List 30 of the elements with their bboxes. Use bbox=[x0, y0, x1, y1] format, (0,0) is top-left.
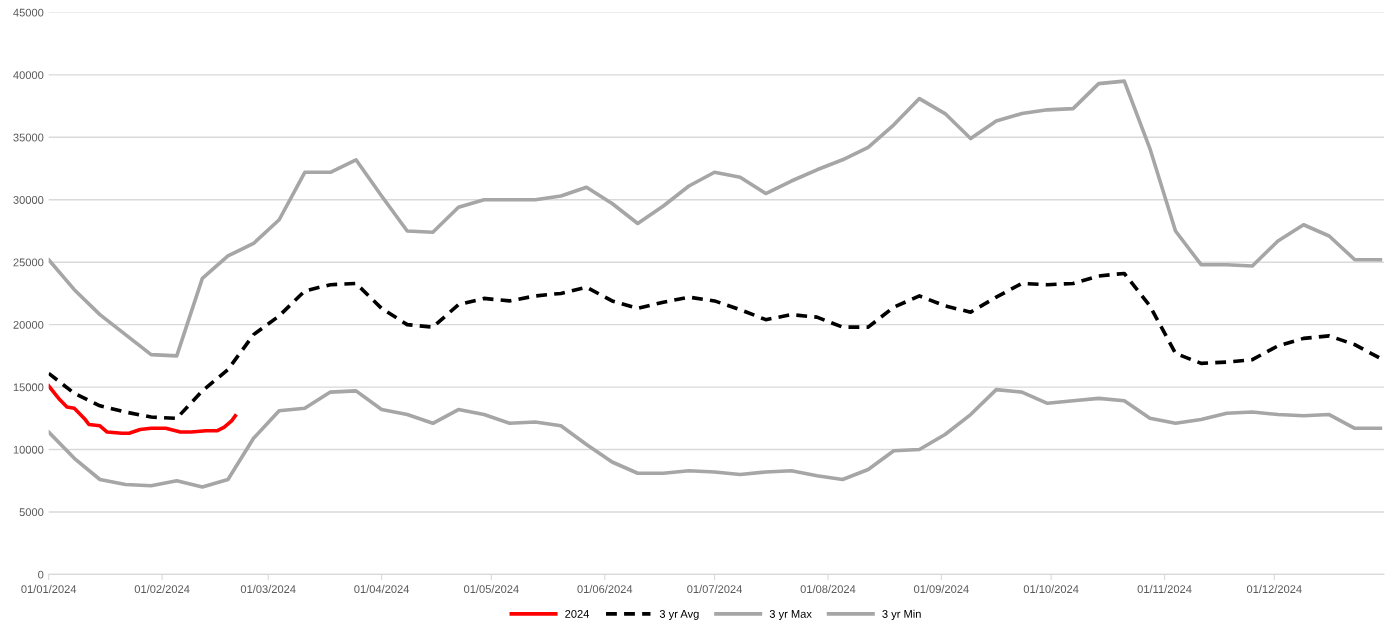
x-tick-label: 01/04/2024 bbox=[354, 584, 410, 593]
y-tick-label: 10000 bbox=[13, 445, 44, 454]
x-tick-label: 01/08/2024 bbox=[800, 584, 856, 593]
legend-label: 2024 bbox=[565, 610, 590, 618]
x-tick-label: 01/09/2024 bbox=[914, 584, 969, 593]
x-tick-label: 01/11/2024 bbox=[1137, 584, 1192, 593]
y-tick-label: 30000 bbox=[13, 196, 44, 204]
line-series bbox=[48, 79, 1383, 358]
y-tick-label: 0 bbox=[38, 570, 44, 579]
x-tick-label: 01/05/2024 bbox=[464, 584, 519, 593]
y-tick-label: 20000 bbox=[13, 320, 44, 329]
x-tick-label: 01/10/2024 bbox=[1023, 584, 1079, 593]
x-tick-label: 01/07/2024 bbox=[687, 584, 743, 593]
x-tick-label: 01/03/2024 bbox=[240, 584, 296, 593]
x-tick-label: 01/12/2024 bbox=[1246, 584, 1302, 593]
y-tick-label: 5000 bbox=[19, 508, 44, 517]
x-tick-label: 01/06/2024 bbox=[577, 584, 633, 593]
x-tick-label: 01/02/2024 bbox=[134, 584, 190, 593]
x-tick-label: 01/01/2024 bbox=[21, 584, 77, 593]
legend-label: 3 yr Max bbox=[769, 610, 812, 621]
legend-label: 3 yr Min bbox=[882, 609, 921, 621]
y-tick-label: 45000 bbox=[13, 8, 44, 17]
y-tick-label: 25000 bbox=[13, 258, 44, 267]
line-series bbox=[48, 384, 238, 436]
y-tick-label: 40000 bbox=[13, 71, 44, 79]
y-tick-label: 35000 bbox=[13, 133, 44, 142]
line-series bbox=[48, 271, 1383, 421]
line-series bbox=[48, 387, 1383, 489]
legend-label: 3 yr Avg bbox=[659, 610, 699, 621]
y-tick-label: 15000 bbox=[13, 383, 44, 392]
